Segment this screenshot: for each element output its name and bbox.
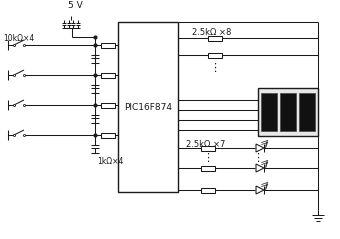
Bar xyxy=(261,93,277,131)
Bar xyxy=(101,103,115,108)
Text: 1kΩ×4: 1kΩ×4 xyxy=(97,157,123,166)
Bar xyxy=(101,43,115,48)
Bar xyxy=(118,22,178,192)
Bar xyxy=(258,88,318,136)
Bar xyxy=(201,188,215,192)
Text: ⋮: ⋮ xyxy=(202,153,214,163)
Text: 10kΩ×4: 10kΩ×4 xyxy=(3,33,34,43)
Bar xyxy=(201,146,215,151)
Text: PIC16F874: PIC16F874 xyxy=(124,103,172,112)
Text: 2.5kΩ ×7: 2.5kΩ ×7 xyxy=(186,140,225,149)
Bar xyxy=(280,93,296,131)
Bar xyxy=(208,36,222,40)
Text: ⋮: ⋮ xyxy=(209,63,221,73)
Bar xyxy=(208,53,222,58)
Bar xyxy=(101,132,115,137)
Bar xyxy=(201,165,215,170)
Text: 5 V: 5 V xyxy=(68,1,82,10)
Text: ⋮: ⋮ xyxy=(252,153,264,163)
Bar xyxy=(299,93,315,131)
Bar xyxy=(101,72,115,77)
Text: 2.5kΩ ×8: 2.5kΩ ×8 xyxy=(192,28,232,37)
